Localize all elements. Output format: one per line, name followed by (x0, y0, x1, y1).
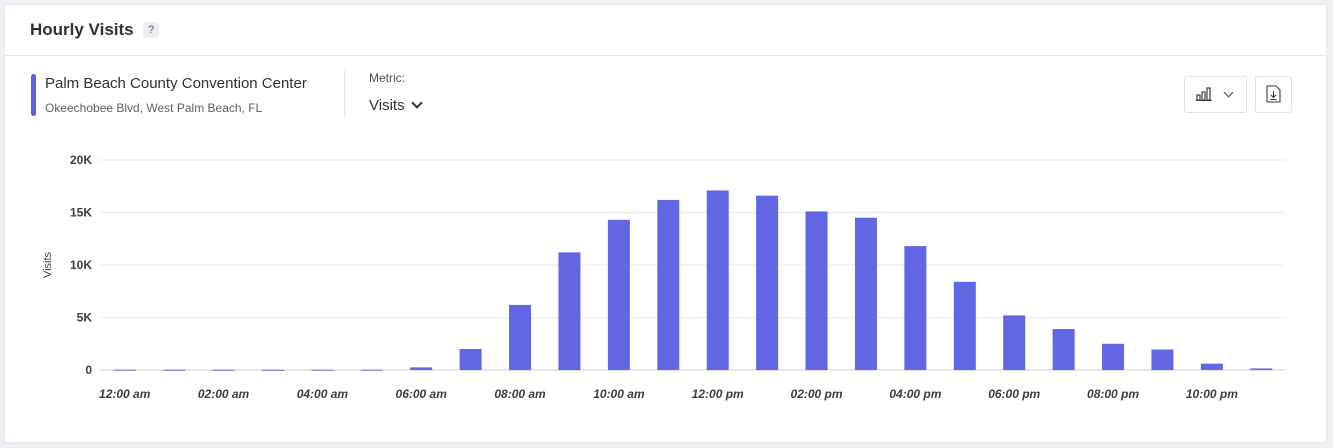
bar-11-00-pm[interactable] (1250, 368, 1273, 370)
card-header: Hourly Visits ? (5, 5, 1326, 56)
bar-chart-icon (1196, 87, 1212, 101)
bar-12-00-am[interactable] (113, 369, 136, 371)
x-tick-label: 06:00 pm (988, 387, 1040, 401)
x-tick-label: 04:00 pm (889, 387, 941, 401)
bar-04-00-pm[interactable] (904, 246, 927, 370)
bar-02-00-pm[interactable] (805, 211, 828, 370)
y-axis-label: Visits (42, 251, 54, 278)
x-tick-label: 02:00 am (198, 387, 250, 401)
y-tick-label: 15K (70, 206, 92, 220)
x-axis-ticks: 12:00 am 02:00 am 04:00 am 06:00 am 08:00 am… (99, 387, 1238, 401)
x-tick-label: 12:00 pm (692, 387, 744, 401)
metric-label: Metric: (369, 71, 405, 85)
bar-05-00-pm[interactable] (953, 281, 976, 370)
y-tick-label: 10K (70, 258, 92, 272)
bar-10-00-pm[interactable] (1200, 363, 1223, 370)
x-tick-label: 12:00 am (99, 387, 151, 401)
chart-gridlines (100, 159, 1286, 371)
chart-type-button[interactable] (1184, 76, 1247, 113)
bar-01-00-pm[interactable] (756, 195, 779, 370)
y-tick-label: 20K (70, 153, 92, 167)
x-tick-label: 02:00 pm (791, 387, 843, 401)
bar-06-00-am[interactable] (410, 367, 433, 370)
bar-12-00-pm[interactable] (706, 190, 729, 370)
chart-bars (113, 190, 1273, 371)
y-axis-ticks: 0 5K 10K 15K 20K (70, 153, 92, 377)
bar-11-00-am[interactable] (657, 199, 680, 370)
venue-address: Okeechobee Blvd, West Palm Beach, FL (45, 101, 263, 115)
bar-03-00-am[interactable] (261, 369, 284, 371)
bar-06-00-pm[interactable] (1003, 315, 1026, 370)
x-tick-label: 08:00 am (494, 387, 546, 401)
bar-07-00-am[interactable] (459, 349, 482, 370)
x-tick-label: 10:00 pm (1186, 387, 1238, 401)
download-icon (1266, 85, 1281, 103)
metric-selected-value: Visits (369, 97, 405, 114)
metric-dropdown[interactable]: Visits (369, 97, 423, 114)
x-tick-label: 06:00 am (396, 387, 448, 401)
bar-08-00-am[interactable] (509, 304, 532, 370)
bar-02-00-am[interactable] (212, 369, 235, 371)
x-tick-label: 10:00 am (593, 387, 645, 401)
bar-09-00-pm[interactable] (1151, 349, 1174, 370)
venue-color-indicator (31, 74, 36, 116)
bar-09-00-am[interactable] (558, 252, 581, 370)
bar-10-00-am[interactable] (607, 219, 630, 370)
bar-04-00-am[interactable] (311, 369, 334, 371)
x-tick-label: 08:00 pm (1087, 387, 1139, 401)
card-title: Hourly Visits (30, 20, 134, 39)
bar-01-00-am[interactable] (163, 369, 186, 371)
bar-08-00-pm[interactable] (1102, 343, 1125, 370)
venue-name: Palm Beach County Convention Center (45, 75, 307, 92)
y-tick-label: 5K (77, 311, 93, 325)
header-divider (344, 70, 345, 118)
bar-05-00-am[interactable] (360, 369, 383, 371)
help-icon[interactable]: ? (143, 22, 159, 38)
y-tick-label: 0 (85, 363, 92, 377)
x-tick-label: 04:00 am (297, 387, 349, 401)
bar-03-00-pm[interactable] (854, 217, 877, 370)
download-button[interactable] (1255, 76, 1292, 113)
bar-07-00-pm[interactable] (1052, 329, 1075, 370)
